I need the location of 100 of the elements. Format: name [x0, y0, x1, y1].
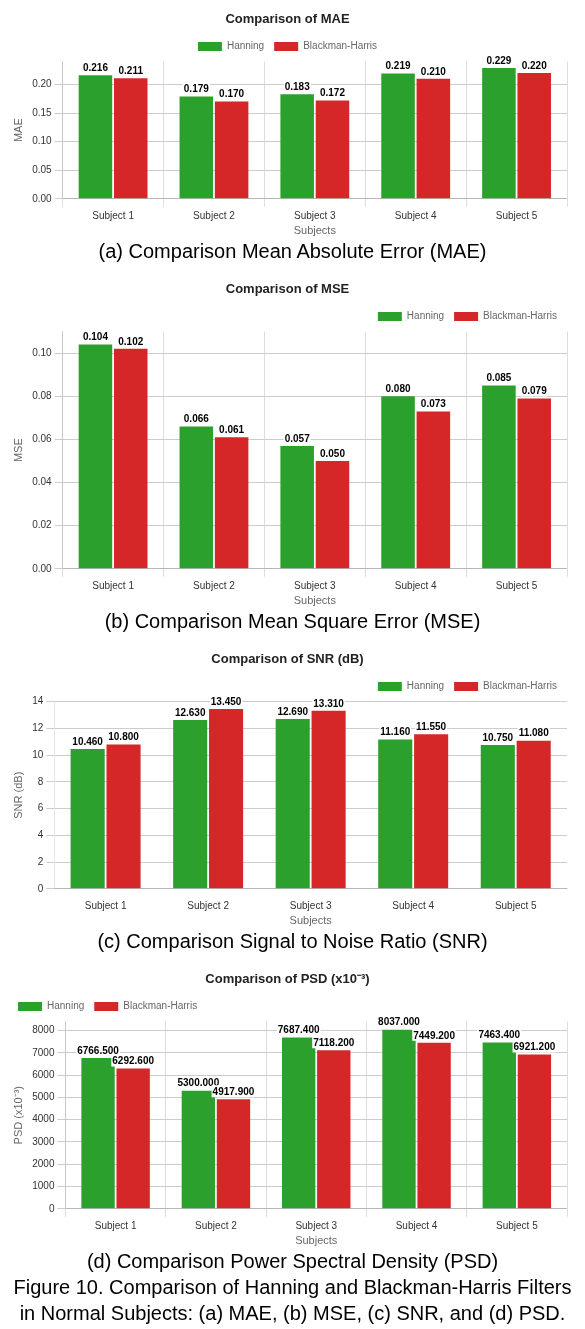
bar [416, 411, 451, 569]
legend-label: Hanning [47, 1000, 85, 1012]
bar [414, 734, 449, 889]
data-label: 0.170 [219, 88, 245, 100]
data-label: 12.690 [277, 705, 309, 717]
data-label: 0.079 [521, 385, 548, 397]
data-label: 4917.900 [212, 1085, 255, 1097]
legend-label: Blackman-Harris [483, 680, 557, 692]
data-label: 6766.500 [77, 1044, 120, 1056]
data-label: 6921.200 [513, 1041, 556, 1053]
y-tick-label: 0 [48, 1202, 55, 1214]
y-axis-title: PSD (x10⁻³) [11, 1086, 24, 1145]
y-axis-title: MAE [11, 118, 24, 143]
data-label: 0.211 [118, 64, 144, 76]
y-tick-label: 8000 [32, 1024, 55, 1036]
data-label: 11.160 [380, 726, 411, 738]
x-tick-label: Subject 4 [395, 1219, 438, 1231]
y-tick-label: 0.05 [32, 163, 53, 175]
y-tick-label: 0.00 [32, 192, 53, 204]
y-tick-label: 0.04 [32, 476, 53, 488]
data-label: 10.460 [72, 735, 104, 747]
chart-title: Comparison of MAE [225, 11, 350, 27]
chart-title: Comparison of PSD (x10⁻³) [205, 971, 370, 987]
data-label: 0.102 [118, 335, 144, 347]
x-axis-title: Subjects [289, 914, 333, 927]
y-tick-label: 0.00 [32, 562, 53, 574]
data-label: 0.220 [521, 59, 548, 71]
y-tick-label: 2000 [32, 1157, 55, 1169]
x-tick-label: Subject 3 [293, 209, 337, 221]
data-label: 10.800 [108, 731, 140, 743]
data-label: 0.057 [284, 432, 311, 444]
bar [179, 96, 214, 199]
bar [116, 1068, 150, 1209]
y-tick-label: 5000 [32, 1091, 55, 1103]
data-label: 0.210 [420, 65, 447, 77]
text: (b) Comparison Mean Square Error (MSE) [103, 609, 482, 634]
y-tick-label: 10 [32, 748, 44, 760]
text: (a) Comparison Mean Absolute Error (MAE) [97, 239, 488, 264]
x-tick-label: Subject 4 [394, 579, 437, 591]
bar [378, 739, 413, 889]
legend-label: Blackman-Harris [483, 310, 557, 322]
bar [381, 396, 415, 569]
bar [315, 100, 350, 199]
legend-label: Hanning [226, 40, 265, 52]
x-axis-title: Subjects [295, 1234, 338, 1247]
y-tick-label: 2 [37, 855, 44, 867]
y-tick-label: 4 [37, 829, 44, 841]
bar [517, 1054, 552, 1209]
x-tick-label: Subject 3 [289, 899, 332, 911]
data-label: 7449.200 [413, 1029, 456, 1041]
y-tick-label: 4000 [32, 1113, 55, 1125]
y-tick-label: 7000 [32, 1046, 55, 1058]
x-tick-label: Subject 1 [84, 899, 127, 911]
bar [280, 94, 314, 199]
y-tick-label: 12 [32, 722, 44, 734]
data-label: 7463.400 [478, 1029, 521, 1041]
bar [216, 1099, 251, 1209]
x-tick-label: Subject 5 [495, 209, 538, 221]
y-tick-label: 0.08 [32, 390, 53, 402]
legend-label: Hanning [406, 310, 445, 322]
data-label: 0.061 [219, 424, 245, 436]
chart-title: Comparison of MSE [225, 281, 350, 297]
x-tick-label: Subject 5 [494, 899, 538, 911]
legend-label: Hanning [406, 680, 445, 692]
bar [113, 348, 148, 569]
bar [317, 1050, 351, 1209]
text: (c) Comparison Signal to Noise Ratio (SNR) [96, 929, 489, 954]
bar [315, 460, 350, 569]
x-tick-label: Subject 4 [394, 209, 437, 221]
data-label: 13.450 [210, 695, 242, 707]
bar [214, 101, 249, 199]
data-label: 0.050 [319, 447, 346, 459]
data-label: 11.550 [416, 721, 447, 733]
x-tick-label: Subject 1 [92, 209, 135, 221]
y-tick-label: 0.20 [32, 78, 53, 90]
data-label: 0.085 [486, 372, 512, 384]
data-label: 0.172 [319, 87, 346, 99]
bar [70, 748, 105, 889]
x-axis-title: Subjects [293, 594, 337, 607]
bar [517, 73, 551, 199]
x-tick-label: Subject 3 [293, 579, 337, 591]
bar [78, 75, 113, 199]
x-tick-label: Subject 2 [193, 579, 236, 591]
x-tick-label: Subject 3 [295, 1219, 338, 1231]
data-label: 11.080 [518, 727, 550, 739]
y-tick-label: 0.10 [32, 135, 53, 147]
bar [209, 708, 244, 889]
x-tick-label: Subject 5 [495, 579, 538, 591]
y-axis-title: MSE [11, 438, 24, 463]
data-label: 0.104 [82, 331, 109, 343]
x-tick-label: Subject 5 [495, 1219, 539, 1231]
y-tick-label: 1000 [32, 1180, 55, 1192]
y-axis-title: SNR (dB) [11, 771, 24, 819]
data-label: 7687.400 [277, 1024, 320, 1036]
bar [480, 745, 515, 889]
data-label: 0.216 [82, 62, 109, 74]
data-label: 8037.000 [378, 1016, 421, 1028]
bar [280, 445, 314, 569]
data-label: 0.080 [385, 383, 411, 395]
y-tick-label: 8 [37, 775, 44, 787]
